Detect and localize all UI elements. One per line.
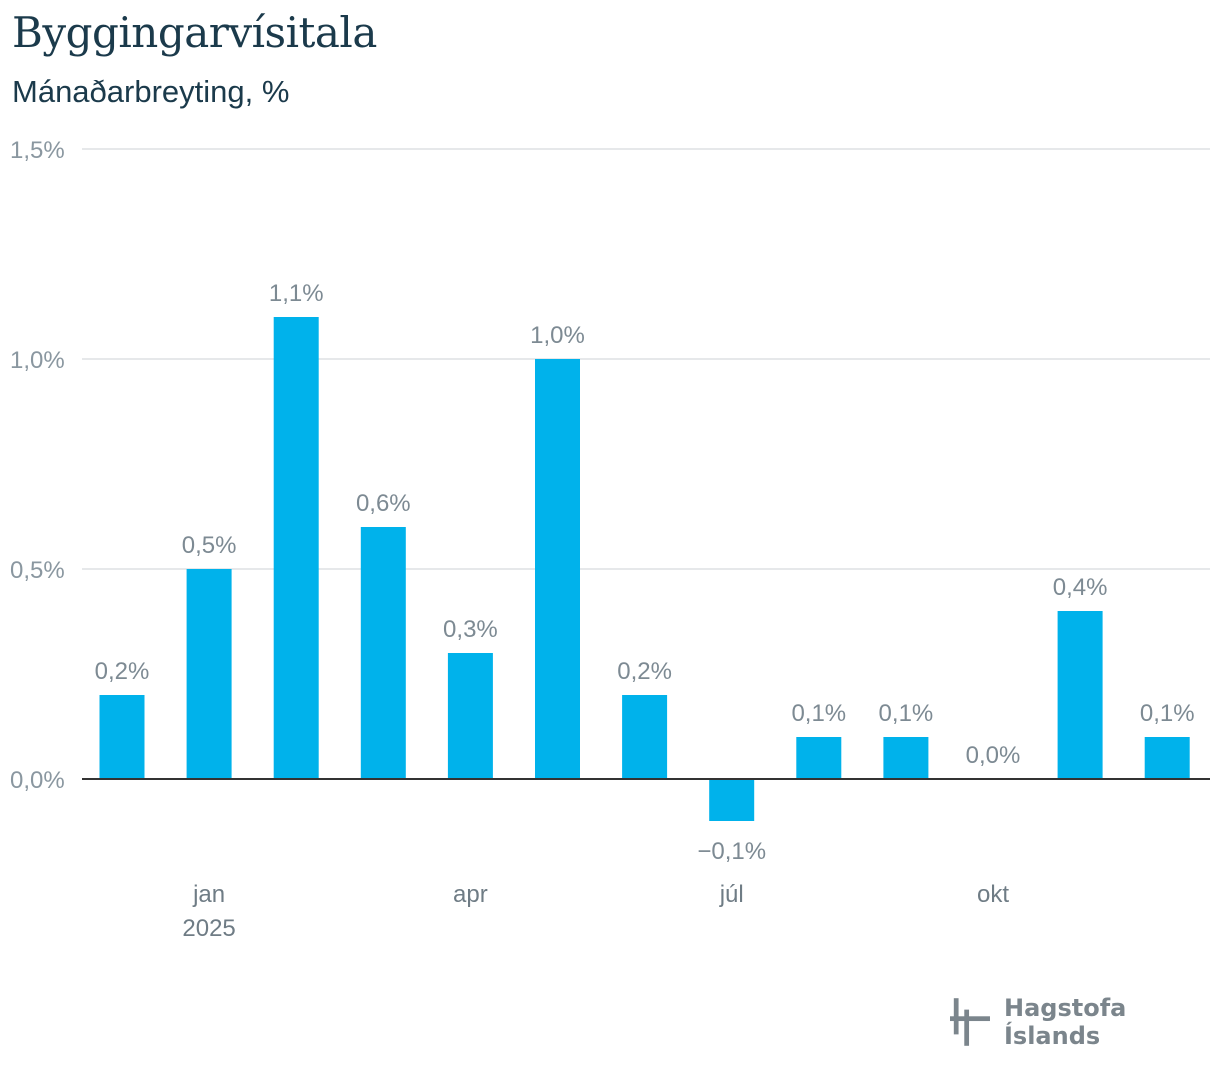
x-axis-labels: jan 2025 apr júl okt [182, 881, 1009, 942]
data-label: 0,3% [443, 616, 498, 643]
bar [447, 653, 493, 779]
data-label: 0,1% [879, 700, 934, 727]
data-label: 0,0% [966, 742, 1021, 769]
data-label: 0,1% [1140, 700, 1195, 727]
x-tick-label: júl [719, 881, 744, 908]
bar [1057, 611, 1103, 779]
data-label: −0,1% [697, 838, 766, 865]
y-tick-label: 0,5% [10, 557, 65, 584]
data-label: 0,4% [1053, 574, 1108, 601]
y-tick-label: 1,0% [10, 347, 65, 374]
x-tick-label: 2025 [182, 915, 235, 942]
bar [1144, 737, 1190, 779]
data-label: 0,1% [791, 700, 846, 727]
bar [709, 779, 755, 821]
bar [535, 359, 580, 779]
data-label-layer: 0,2% 0,5% 1,1% 0,6% 0,3% 1,0% 0,2% −0,1% 0,1% 0,1… [95, 280, 1195, 865]
data-label: 1,1% [269, 280, 324, 307]
data-label: 0,2% [617, 658, 672, 685]
bar [186, 569, 232, 779]
data-label: 0,2% [95, 658, 150, 685]
bar [99, 695, 145, 779]
data-label: 1,0% [530, 322, 585, 349]
bar-layer [82, 317, 1210, 821]
chart-title: Byggingarvísitala [12, 8, 377, 57]
data-label: 0,6% [356, 490, 411, 517]
chart-subtitle: Mánaðarbreyting, % [12, 74, 290, 109]
bar [796, 737, 842, 779]
bar [622, 695, 668, 779]
bar [273, 317, 319, 779]
brand-logo: Hagstofa Íslands [950, 994, 1220, 1050]
hagstofa-logo-icon [950, 998, 990, 1046]
bar [360, 527, 406, 779]
bar [883, 737, 929, 779]
y-tick-label: 1,5% [10, 137, 65, 164]
grid-layer: 0,0% 0,5% 1,0% 1,5% [10, 137, 1210, 794]
brand-name: Hagstofa Íslands [1003, 994, 1127, 1050]
data-label: 0,5% [182, 532, 237, 559]
x-tick-label: apr [453, 881, 488, 908]
x-tick-label: okt [977, 881, 1009, 908]
x-tick-label: jan [192, 881, 225, 908]
y-tick-label: 0,0% [10, 767, 65, 794]
